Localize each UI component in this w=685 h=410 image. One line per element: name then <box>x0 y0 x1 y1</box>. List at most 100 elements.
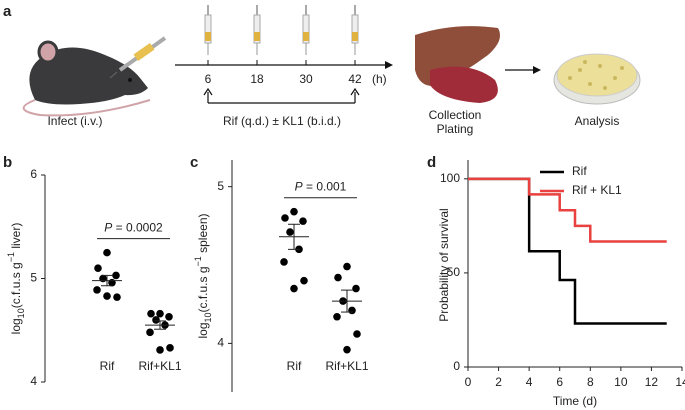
timeline-arrowhead <box>385 61 393 69</box>
data-point <box>343 262 351 271</box>
p-value: P = 0.0002 <box>104 221 163 235</box>
survival-line <box>468 177 667 243</box>
x-tick-label: Rif+KL1 <box>325 359 368 373</box>
y-axis-label-part: log <box>196 322 210 338</box>
syringe <box>351 5 359 55</box>
y-axis-label-part: log <box>9 318 23 334</box>
timeline-tick-label: 18 <box>250 72 264 86</box>
legend-label: Rif + KL1 <box>572 183 622 197</box>
data-point <box>156 309 164 318</box>
y-axis-label-part: 10 <box>203 312 213 322</box>
data-point <box>300 276 308 285</box>
x-tick-label: 12 <box>645 375 659 389</box>
y-axis-label-part: −1 <box>6 252 16 262</box>
data-point <box>280 258 288 266</box>
y-axis-label: log10(c.f.u.s g−1 spleen) <box>193 213 213 338</box>
p-value-part: P <box>295 180 303 194</box>
panel-label: a <box>3 3 12 20</box>
y-axis-label-part: −1 <box>193 256 203 266</box>
data-point <box>334 273 342 282</box>
data-point <box>93 286 101 294</box>
y-tick-label: 5 <box>217 179 224 193</box>
x-tick-label: 4 <box>526 375 533 389</box>
petri-dish <box>553 53 641 105</box>
analysis-label: Analysis <box>575 114 620 128</box>
panel-label: b <box>3 154 12 171</box>
panel-label: c <box>190 154 198 171</box>
syringe-fluid <box>352 32 358 41</box>
data-point <box>286 228 294 236</box>
y-axis-label-part: liver) <box>9 223 23 252</box>
y-axis-label-part: 10 <box>16 308 26 318</box>
data-point <box>352 284 360 293</box>
arrowhead <box>533 66 541 74</box>
treatment-label: Rif (q.d.) ± KL1 (b.i.d.) <box>223 114 341 128</box>
x-axis-label: Time (d) <box>553 394 597 408</box>
p-value-part: P <box>104 221 112 235</box>
data-point <box>152 316 160 324</box>
organs-illustration <box>415 26 501 103</box>
syringe-fluid <box>205 32 211 41</box>
y-tick-label: 100 <box>440 171 460 185</box>
data-point <box>166 344 174 352</box>
timeline-tick-label: 30 <box>299 72 313 86</box>
legend-label: Rif <box>572 164 587 178</box>
data-point <box>103 248 111 257</box>
syringe-fluid <box>254 32 260 41</box>
error-bar <box>154 320 166 330</box>
y-axis-label-part: (c.f.u.s g <box>9 262 23 308</box>
x-tick-label: 2 <box>495 375 502 389</box>
error-bar <box>288 223 300 250</box>
data-point <box>353 330 361 338</box>
y-axis-label: log10(c.f.u.s g−1 liver) <box>6 223 26 335</box>
error-bar <box>101 274 113 287</box>
y-axis-label: Probability of survival <box>437 208 451 321</box>
p-value-part: = 0.0002 <box>112 221 163 235</box>
x-tick-label: 10 <box>614 375 628 389</box>
data-point <box>112 271 120 280</box>
mouse-illustration <box>22 36 167 117</box>
data-point <box>343 345 351 354</box>
syringe-fluid <box>303 32 309 41</box>
collection-label: Collection <box>429 108 482 122</box>
panel-label: d <box>427 154 436 171</box>
x-tick-label: 6 <box>556 375 563 389</box>
y-axis-label-part: spleen) <box>196 213 210 256</box>
data-point <box>299 217 307 225</box>
survival-line <box>468 177 667 325</box>
y-tick-label: 0 <box>453 359 460 373</box>
plating-label: Plating <box>437 122 474 136</box>
p-value-part: = 0.001 <box>303 180 347 194</box>
y-tick-label: 6 <box>30 167 37 181</box>
timeline-unit: (h) <box>372 72 387 86</box>
data-point <box>333 312 341 321</box>
x-tick-label: Rif <box>100 359 115 373</box>
data-point <box>146 328 154 337</box>
data-point <box>290 284 298 293</box>
error-bar <box>341 289 353 313</box>
data-point <box>103 292 111 300</box>
syringe <box>253 5 261 55</box>
y-axis-label-part: (c.f.u.s g <box>196 266 210 312</box>
infect-label: Infect (i.v.) <box>47 114 102 128</box>
x-tick-label: 8 <box>587 375 594 389</box>
x-tick-label: Rif+KL1 <box>138 359 181 373</box>
timeline-tick-label: 42 <box>348 72 362 86</box>
p-value: P = 0.001 <box>295 180 347 194</box>
data-point <box>281 214 289 222</box>
data-point <box>290 207 298 216</box>
y-tick-label: 4 <box>217 336 224 350</box>
bracket-arrows <box>203 87 360 96</box>
y-tick-label: 5 <box>30 271 37 285</box>
x-tick-label: Rif <box>287 359 302 373</box>
data-point <box>94 264 102 272</box>
timeline-tick-label: 6 <box>205 72 212 86</box>
x-tick-label: 0 <box>465 375 472 389</box>
data-point <box>147 309 155 318</box>
data-point <box>113 293 121 301</box>
syringe <box>204 5 212 55</box>
x-tick-label: 14 <box>675 375 685 389</box>
data-point <box>156 346 164 354</box>
data-point <box>165 312 173 321</box>
